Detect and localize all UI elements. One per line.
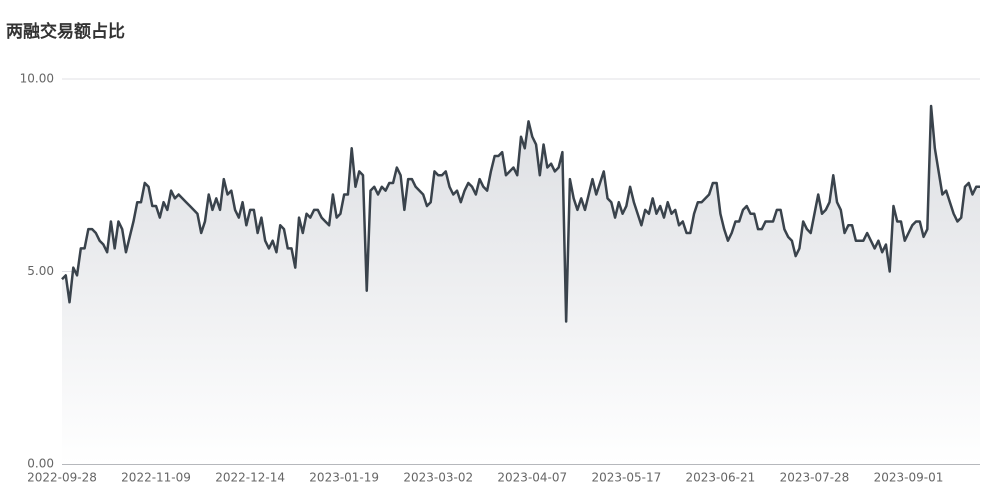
area-fill: [62, 105, 980, 464]
x-tick-label: 2023-01-19: [309, 471, 379, 485]
x-tick-label: 2023-09-01: [874, 471, 944, 485]
x-tick-label: 2022-12-14: [215, 471, 285, 485]
y-tick-label: 5.00: [27, 264, 54, 278]
y-tick-label: 10.00: [20, 72, 54, 86]
x-tick-label: 2022-09-28: [27, 471, 97, 485]
chart-title: 两融交易额占比: [6, 21, 125, 42]
line: [61, 104, 980, 323]
x-tick-label: 2023-05-17: [591, 471, 661, 485]
x-tick-label: 2023-03-02: [403, 471, 473, 485]
x-tick-label: 2023-06-21: [686, 471, 756, 485]
x-tick-label: 2023-04-07: [497, 471, 567, 485]
x-tick-label: 2022-11-09: [121, 471, 191, 485]
x-tick-label: 2023-07-28: [780, 471, 850, 485]
y-tick-label: 0.00: [27, 457, 54, 471]
